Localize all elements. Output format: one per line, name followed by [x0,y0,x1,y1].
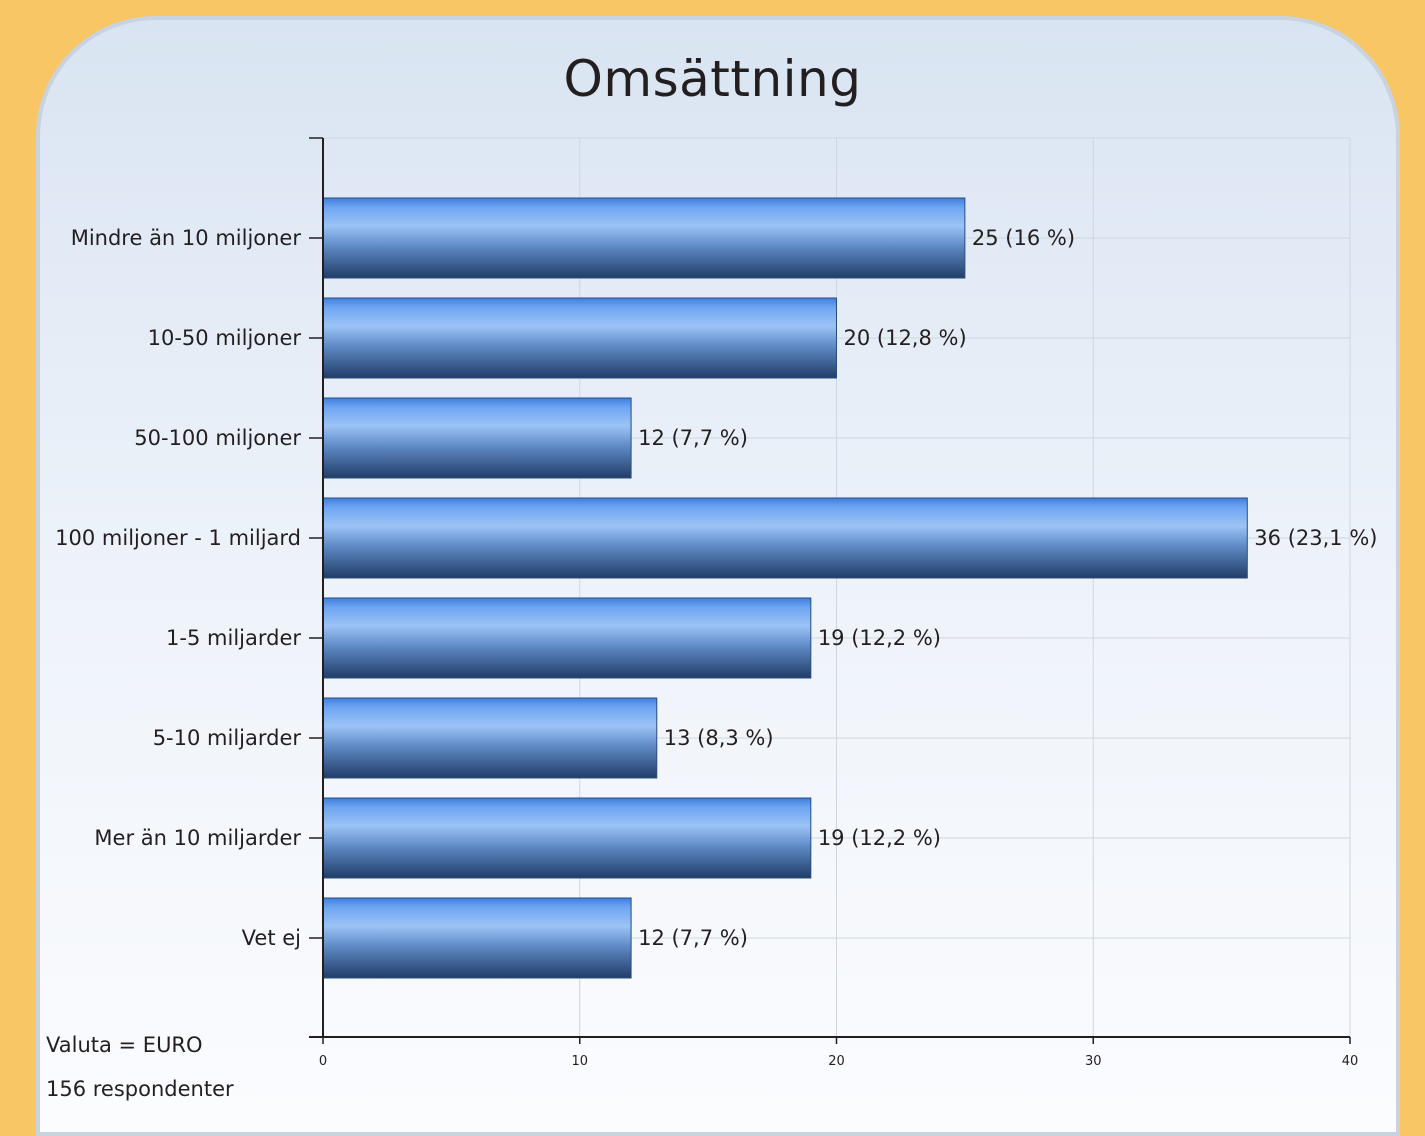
category-label: Vet ej [242,926,301,950]
axes [309,137,1351,1044]
category-label: 5-10 miljarder [153,726,302,750]
chart-title: Omsättning [563,50,862,108]
value-label: 13 (8,3 %) [664,726,774,750]
x-tick-label: 40 [1342,1054,1359,1069]
value-label: 19 (12,2 %) [818,626,941,650]
bars [322,197,1248,979]
category-label: 100 miljoner - 1 miljard [55,526,301,550]
bar [322,797,812,879]
category-label: 1-5 miljarder [166,626,301,650]
bar [322,497,1248,579]
bar [322,397,632,479]
bar [322,197,966,279]
labels: 25 (16 %) Mindre än 10 miljoner 20 (12,8 %… [55,226,1377,1069]
value-label: 12 (7,7 %) [638,426,748,450]
category-label: Mer än 10 miljarder [94,826,301,850]
x-tick-label: 30 [1085,1054,1102,1069]
value-label: 25 (16 %) [972,226,1075,250]
bar [322,897,632,979]
respondents-note: 156 respondenter [46,1077,234,1101]
bar [322,697,658,779]
value-label: 36 (23,1 %) [1254,526,1377,550]
category-label: 50-100 miljoner [134,426,301,450]
x-tick-label: 20 [828,1054,845,1069]
x-tick-label: 0 [319,1054,327,1069]
value-label: 12 (7,7 %) [638,926,748,950]
bar [322,597,812,679]
category-label: 10-50 miljoner [148,326,302,350]
category-label: Mindre än 10 miljoner [71,226,302,250]
value-label: 19 (12,2 %) [818,826,941,850]
value-label: 20 (12,8 %) [844,326,967,350]
currency-note: Valuta = EURO [46,1033,203,1057]
x-tick-label: 10 [571,1054,588,1069]
bar-chart: 25 (16 %) Mindre än 10 miljoner 20 (12,8 %… [55,137,1377,1069]
bar [322,297,837,379]
